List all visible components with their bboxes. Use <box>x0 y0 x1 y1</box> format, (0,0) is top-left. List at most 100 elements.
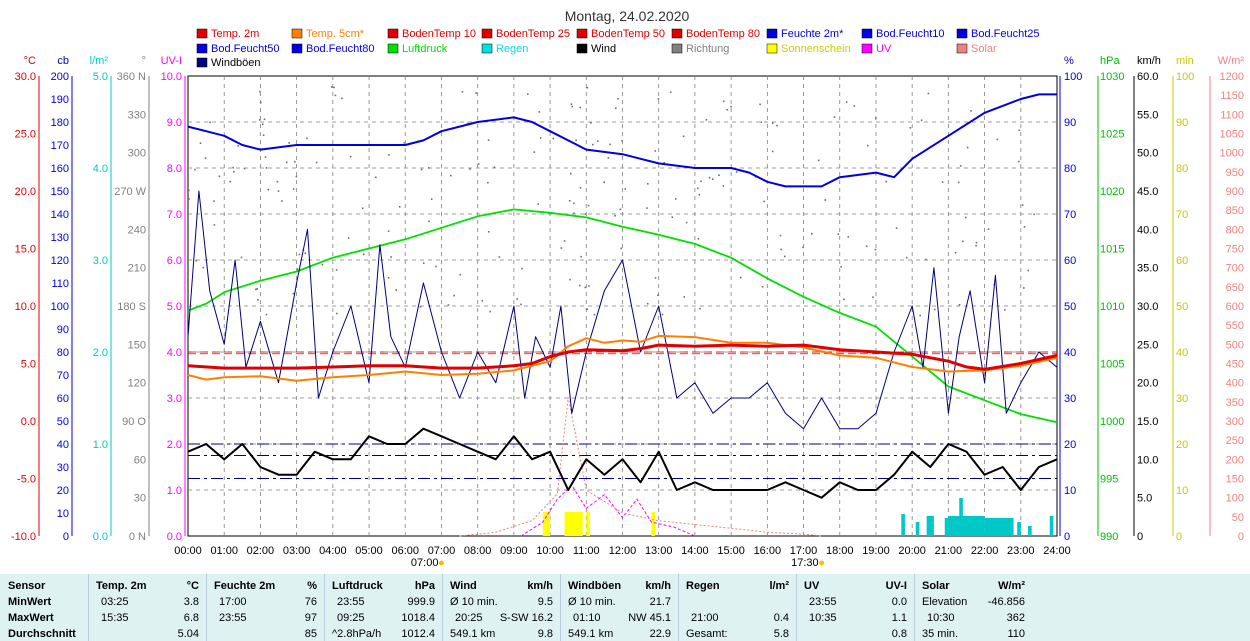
axis-tick-label: 50 <box>57 416 69 428</box>
axis-tick-label: 110 <box>51 278 69 290</box>
stats-wind-distance: 549.1 km <box>450 628 496 640</box>
axis-unit-label: hPa <box>1100 55 1120 67</box>
wind-direction-dot <box>843 298 845 301</box>
wind-direction-dot <box>895 227 898 229</box>
stats-temp-min-val: 3.8 <box>183 596 199 608</box>
wind-direction-dot <box>588 285 590 287</box>
stats-temp-header: Temp. 2m <box>96 580 147 592</box>
wind-direction-dot <box>298 253 301 256</box>
wind-direction-dot <box>597 140 599 142</box>
wind-direction-dot <box>712 178 714 180</box>
wind-direction-dot <box>295 175 298 178</box>
axis-tick-label: 40 <box>1176 347 1188 359</box>
gust-series <box>187 190 1058 430</box>
stats-press-block: Luftdruck hPa 23:55 999.9 09:25 1018.4 ^2.8… <box>324 574 443 641</box>
wind-direction-dot <box>256 288 258 290</box>
wind-direction-dot <box>575 139 577 142</box>
wind-direction-dot <box>333 86 335 89</box>
wind-direction-dot <box>620 247 622 250</box>
stats-wind-max-time: 20:25 <box>455 612 483 624</box>
axis-tick-label: 50 <box>1232 512 1244 524</box>
wind-direction-dot <box>265 313 268 316</box>
wind-direction-dot <box>699 307 701 310</box>
legend-swatch <box>387 28 399 39</box>
wind-direction-dot <box>875 117 877 119</box>
axis-tick-label: 0 <box>1064 531 1070 543</box>
chart-title: Montag, 24.02.2020 <box>565 8 690 24</box>
wind-direction-dot <box>276 180 279 183</box>
stats-hum-unit: % <box>307 580 317 592</box>
wind-direction-dot <box>569 278 571 281</box>
axis-tick-label: 0.0 <box>167 531 182 543</box>
x-tick-label: 06:00 <box>391 545 419 557</box>
legend-swatch <box>766 28 778 39</box>
wind-direction-dot <box>277 190 280 192</box>
axis-tick-label: 4.0 <box>93 163 108 175</box>
wind-direction-dot <box>817 159 820 162</box>
x-tick-label: 24:00 <box>1043 545 1071 557</box>
axis-tick-label: 5.0 <box>1137 493 1152 505</box>
wind-direction-dot <box>840 266 842 268</box>
stats-rain-block: Regen l/m² 21:00 0.4 Gesamt: 5.8 <box>678 574 797 641</box>
axis-tick-label: 200 <box>1226 454 1244 466</box>
sunset-icon <box>819 560 825 566</box>
legend-label: Sonnenschein <box>781 43 851 55</box>
wind-direction-dot <box>885 180 888 183</box>
sunshine-bar <box>586 512 590 536</box>
x-tick-label: 13:00 <box>645 545 673 557</box>
axis-tick-label: 700 <box>1226 263 1244 275</box>
wind-direction-dot <box>459 273 462 276</box>
wind-direction-dot <box>361 207 364 209</box>
legend-label: Windböen <box>211 57 261 69</box>
axis-tick-label: 55.0 <box>1137 109 1158 121</box>
stats-uv-min-val: 0.0 <box>891 596 907 608</box>
stats-max-label: MaxWert <box>8 612 54 624</box>
axis-tick-label: 40 <box>57 439 69 451</box>
wind-direction-dot <box>657 98 660 100</box>
x-tick-label: 17:00 <box>790 545 818 557</box>
stats-hum-max-time: 23:55 <box>219 612 247 624</box>
axis-tick-label: 160 <box>51 163 69 175</box>
wind-direction-dot <box>267 188 270 191</box>
wind-direction-dot <box>759 103 761 106</box>
wind-direction-dot <box>259 119 261 121</box>
wind-direction-dot <box>579 284 581 287</box>
wind-direction-dot <box>867 144 869 147</box>
wind-direction-dot <box>363 253 365 256</box>
wind-direction-dot <box>237 145 239 147</box>
axis-tick-label: 9.0 <box>167 117 182 129</box>
wind-direction-dot <box>570 103 573 105</box>
stats-solar-header: Solar <box>922 580 950 592</box>
wind-direction-dot <box>776 124 778 127</box>
wind-direction-dot <box>520 303 522 306</box>
wind-direction-dot <box>375 176 377 179</box>
axis-tick-label: 450 <box>1226 359 1244 371</box>
x-tick-label: 03:00 <box>283 545 311 557</box>
legend-label: Feuchte 2m* <box>781 28 844 40</box>
axis-tick-label: -10.0 <box>11 531 36 543</box>
axis-unit-label: W/m² <box>1218 55 1245 67</box>
axis-tick-label: 60 <box>1064 255 1076 267</box>
wind-direction-dot <box>865 245 868 247</box>
axis-tick-label: 30 <box>1064 393 1076 405</box>
axis-tick-label: 350 <box>1226 397 1244 409</box>
wind-direction-dot <box>294 160 296 163</box>
axis-tick-label: 1.0 <box>93 439 108 451</box>
stats-gust-unit: km/h <box>645 580 671 592</box>
wind-direction-dot <box>941 181 944 183</box>
axis-tick-label: 1005 <box>1100 359 1124 371</box>
wind-direction-dot <box>958 304 961 306</box>
axis-tick-label: 25.0 <box>1137 339 1158 351</box>
stats-wind-block: Wind km/h Ø 10 min. 9.5 20:25 S-SW 16.2 549… <box>442 574 561 641</box>
wind-direction-dot <box>232 166 234 169</box>
wind-direction-dot <box>188 189 190 192</box>
axis-tick-label: 6.0 <box>167 255 182 267</box>
wind-direction-dot <box>573 202 575 205</box>
wind-direction-dot <box>229 180 231 183</box>
legend-swatch <box>291 43 303 54</box>
wind-direction-dot <box>669 91 672 94</box>
pressure-series <box>187 208 1058 424</box>
x-tick-label: 04:00 <box>319 545 347 557</box>
wind-direction-dot <box>663 162 665 164</box>
legend-label: BodenTemp 50 <box>591 28 665 40</box>
